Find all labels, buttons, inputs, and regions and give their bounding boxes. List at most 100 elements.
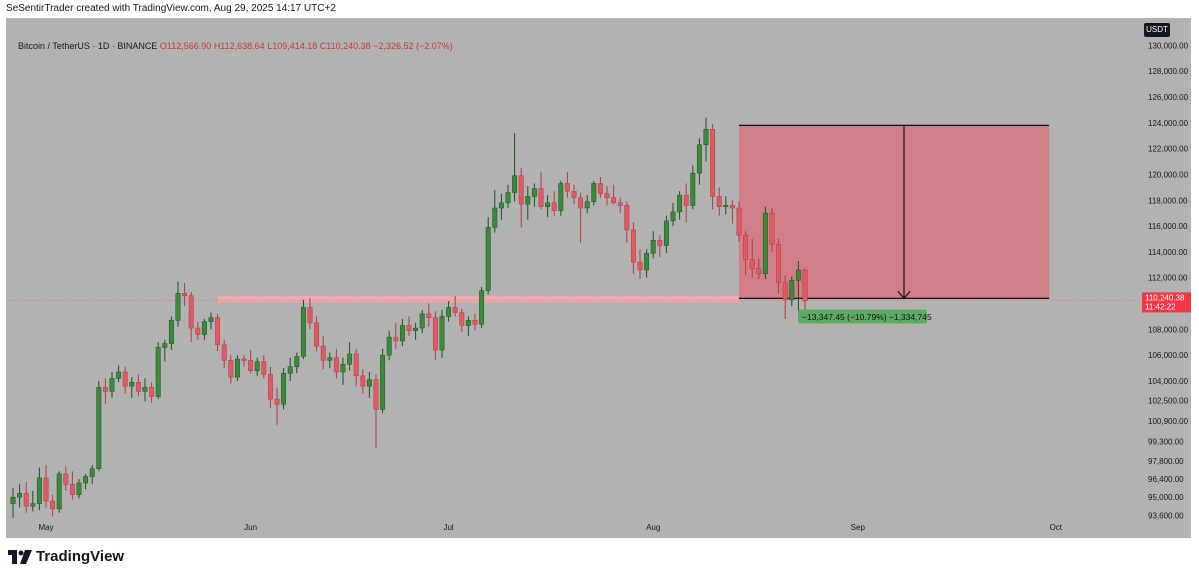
- candle-body: [749, 259, 755, 269]
- candle-body: [630, 229, 636, 263]
- candle: [30, 490, 36, 512]
- candle-body: [762, 212, 768, 275]
- y-tick-label: 100,900.00: [1148, 417, 1189, 426]
- candle: [512, 133, 518, 202]
- candle: [545, 195, 551, 218]
- candle: [531, 183, 537, 207]
- candle: [558, 180, 564, 216]
- x-tick-label: Jun: [244, 523, 257, 532]
- candle-body: [776, 243, 782, 284]
- candle: [83, 473, 89, 490]
- candle: [201, 319, 207, 340]
- candle-body: [703, 129, 709, 146]
- symbol-name: Bitcoin / TetherUS · 1D · BINANCE: [18, 41, 158, 51]
- candle: [762, 206, 768, 280]
- candle: [696, 138, 702, 185]
- candle-body: [736, 207, 742, 236]
- candle-body: [446, 307, 452, 317]
- close-value: C110,240.38: [319, 41, 371, 51]
- candle: [452, 295, 458, 317]
- x-tick-label: Sep: [851, 523, 866, 532]
- candle-body: [551, 202, 557, 211]
- candle-body: [637, 261, 643, 271]
- candle: [729, 200, 735, 224]
- candle-body: [426, 313, 432, 318]
- y-tick-label: 95,000.00: [1148, 493, 1184, 502]
- candle-body: [327, 357, 333, 361]
- candle: [446, 300, 452, 322]
- currency-badge[interactable]: USDT: [1144, 23, 1170, 37]
- candle-body: [564, 183, 570, 192]
- candle-body: [274, 398, 280, 405]
- candle: [281, 368, 287, 410]
- candle: [162, 339, 168, 362]
- candle-body: [248, 360, 254, 371]
- candle-body: [287, 366, 293, 374]
- candle-body: [353, 353, 359, 377]
- candle-body: [333, 357, 339, 373]
- candle: [248, 350, 254, 374]
- candle: [677, 191, 683, 220]
- candle-body: [644, 252, 650, 271]
- candle-body: [413, 327, 419, 331]
- candle: [795, 260, 801, 312]
- candle-body: [30, 503, 36, 507]
- last-price-value: 110,240.38: [1145, 293, 1185, 302]
- candle-body: [116, 371, 122, 379]
- y-tick-label: 104,000.00: [1148, 377, 1189, 386]
- candle: [116, 365, 122, 383]
- candle-body: [789, 280, 795, 300]
- candle: [234, 355, 240, 381]
- y-tick-label: 97,800.00: [1148, 457, 1184, 466]
- candle-body: [69, 484, 75, 495]
- candle-body: [56, 473, 62, 510]
- candlestick-chart[interactable]: −13,347.45 (−10.79%) −1,334,745 130,000.0…: [6, 18, 1191, 538]
- candle-body: [670, 211, 676, 222]
- candle: [333, 348, 339, 379]
- candle-body: [182, 292, 188, 297]
- y-tick-label: 108,000.00: [1148, 325, 1189, 334]
- candle: [604, 186, 610, 206]
- candle: [756, 258, 762, 280]
- candle-body: [188, 295, 194, 329]
- candle-body: [149, 387, 155, 397]
- candle-body: [624, 205, 630, 231]
- candle-body: [17, 493, 23, 498]
- candle-body: [228, 360, 234, 378]
- candle-body: [419, 313, 425, 329]
- candle-body: [300, 307, 306, 357]
- candle: [109, 371, 115, 398]
- x-tick-label: Aug: [646, 523, 660, 532]
- candle: [637, 249, 643, 280]
- candle: [439, 310, 445, 358]
- y-tick-label: 114,000.00: [1148, 248, 1188, 257]
- y-tick-label: 118,000.00: [1148, 196, 1188, 205]
- candle-body: [531, 188, 537, 197]
- candle: [155, 342, 161, 400]
- candle-body: [723, 205, 729, 207]
- candle-body: [23, 493, 29, 507]
- chart-area[interactable]: −13,347.45 (−10.79%) −1,334,745 130,000.0…: [6, 18, 1191, 538]
- candle: [142, 378, 148, 402]
- candle-body: [155, 347, 161, 397]
- candle: [360, 369, 366, 394]
- candle: [215, 313, 221, 352]
- symbol-legend: Bitcoin / TetherUS · 1D · BINANCE O112,5…: [18, 41, 453, 51]
- candle-body: [795, 269, 801, 281]
- candle: [267, 366, 273, 409]
- x-tick-label: May: [38, 523, 53, 532]
- candle-body: [50, 500, 56, 510]
- candle: [663, 215, 669, 254]
- candle-body: [650, 240, 656, 254]
- footer-brand: TradingView: [36, 548, 125, 565]
- candle-body: [769, 212, 775, 245]
- candle-body: [604, 193, 610, 198]
- support-band: [217, 295, 740, 303]
- candle: [406, 316, 412, 336]
- y-tick-label: 99,300.00: [1148, 438, 1184, 447]
- candle: [195, 321, 201, 340]
- candle: [36, 467, 42, 511]
- candle: [188, 291, 194, 343]
- high-value: H112,638.64: [213, 41, 265, 51]
- candle-body: [545, 202, 551, 207]
